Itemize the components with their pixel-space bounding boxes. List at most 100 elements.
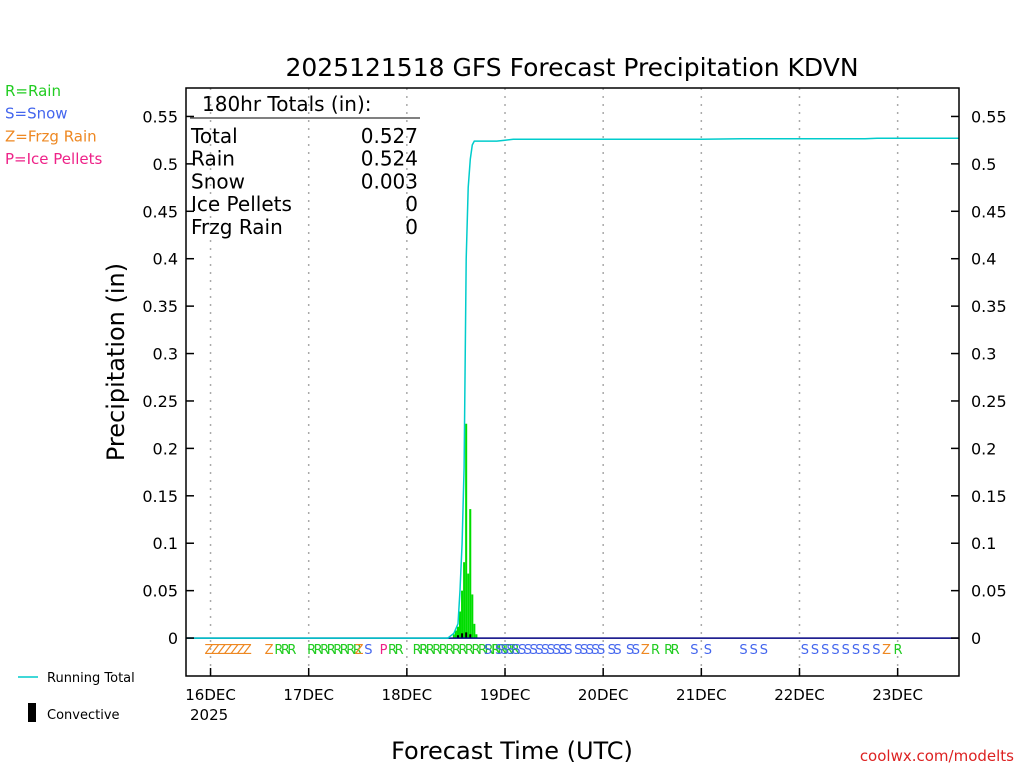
precip-bar [465,423,468,639]
totals-row-value: 0.524 [361,147,418,171]
convective-bars [456,632,472,639]
totals-row-label: Frzg Rain [191,215,283,239]
precip-type-marker: S [704,643,712,658]
precip-type-marker: S [801,643,809,658]
x-tick-label: 17DEC [283,686,334,704]
y-tick-label-right: 0.5 [971,155,996,174]
y-tick-label-right: 0.35 [971,297,1007,316]
y-tick-label-right: 0.15 [971,487,1007,506]
totals-row-label: Rain [191,147,235,171]
precip-type-marker: S [484,643,492,658]
x-tick-label: 16DEC [185,686,236,704]
x-axis-label: Forecast Time (UTC) [391,737,633,765]
precip-type-marker: S [739,643,747,658]
precip-type-legend: R=Rain S=Snow Z=Frzg Rain P=Ice Pellets [5,82,102,168]
convective-bar [461,633,464,639]
convective-bar [469,634,472,639]
precip-type-marker: RR [388,643,404,658]
type-legend-item: R=Rain [5,82,61,100]
precip-type-marker: S [690,643,698,658]
precip-bar [461,590,464,639]
y-tick-label-left: 0 [168,629,178,648]
precip-type-marker: P [380,643,388,658]
precip-bar [456,626,460,639]
credit-text: coolwx.com/modelts [860,747,1014,765]
x-tick-label: 19DEC [480,686,531,704]
convective-legend-swatch [28,703,36,722]
precip-type-marker: ZZZZZZZ [204,643,251,658]
totals-row-label: Total [190,124,238,148]
precip-type-marker: RR [664,643,680,658]
chart-title: 2025121518 GFS Forecast Precipitation KD… [285,53,858,82]
y-tick-label-left: 0.05 [142,582,178,601]
precip-bar [452,634,455,639]
type-legend-item: P=Ice Pellets [5,150,102,168]
precip-bar [469,509,472,639]
convective-bar [465,632,468,639]
totals-row-value: 0.003 [361,169,418,193]
precip-type-marker: R [492,643,501,658]
precip-type-marker: RRRRRRRR [307,643,362,658]
plot-frame [185,87,960,677]
totals-heading: 180hr Totals (in): [202,92,372,116]
y-tick-label-left: 0.45 [142,202,178,221]
x-tick-label: 20DEC [578,686,629,704]
precip-bars [452,423,478,639]
x-tick-label: 21DEC [676,686,727,704]
x-axis-year-label: 2025 [190,706,228,724]
precip-bar [463,562,466,639]
x-tick-label: 18DEC [382,686,433,704]
precip-type-marker: S [364,643,372,658]
precip-type-marker: SSS [574,643,594,658]
precip-type-marker: S [842,643,850,658]
precip-type-marker: R [894,643,903,658]
precip-bar [473,623,476,639]
x-tick-label: 23DEC [872,686,923,704]
precip-type-marker: S [872,643,880,658]
precip-type-marker: Z [265,643,274,658]
totals-rows: Total 0.527 Rain 0.524 Snow 0.003 Ice Pellets 0… [190,124,418,239]
totals-row-label: Snow [191,169,245,193]
y-tick-label-left: 0.4 [153,250,178,269]
precip-bar [467,573,470,639]
y-tick-label-left: 0.1 [153,534,178,553]
y-tick-label-right: 0.1 [971,534,996,553]
totals-row-value: 0.527 [361,124,418,148]
precip-bar [454,630,457,639]
y-tick-label-right: 0.4 [971,250,996,269]
precip-type-marker: S [831,643,839,658]
precip-type-marker: S [852,643,860,658]
y-axis-left: 0 0.05 0.1 0.15 0.2 0.25 0.3 0.35 0.4 0.45 0.5 0.55 [142,107,194,648]
x-axis: 16DEC 17DEC 18DEC 19DEC 20DEC 21DEC 22DEC 23DEC [185,668,923,704]
y-tick-label-right: 0 [971,629,981,648]
y-tick-label-left: 0.55 [142,107,178,126]
y-tick-label-left: 0.5 [153,155,178,174]
grid-lines [209,88,899,676]
y-tick-label-right: 0.25 [971,392,1007,411]
y-tick-label-left: 0.15 [142,487,178,506]
precip-type-marker: RRRRRRRRRRRRRRR [419,643,519,658]
totals-row-value: 0 [405,192,418,216]
y-tick-label-right: 0.05 [971,582,1007,601]
y-tick-label-right: 0.3 [971,345,996,364]
precip-type-marker: Z [882,643,891,658]
precip-type-marker: S [862,643,870,658]
totals-row-value: 0 [405,215,418,239]
precip-type-marker: RRR [274,643,296,658]
totals-box: 180hr Totals (in): Total 0.527 Rain 0.524 Sn… [190,92,420,239]
series-legend: Running Total Convective [18,671,135,723]
totals-row-label: Ice Pellets [191,192,292,216]
y-tick-label-left: 0.3 [153,345,178,364]
precip-type-marker: S [750,643,758,658]
precip-type-marker: SS [591,643,605,658]
running-total-series [186,137,959,639]
precip-type-marker: SS [608,643,622,658]
convective-bar [456,635,459,639]
precip-type-marker: S [811,643,819,658]
y-axis-label: Precipitation (in) [102,263,130,461]
precip-bar [475,634,478,639]
convective-legend-label: Convective [47,708,120,723]
precip-type-marker: SSSSSSSSSSSS [495,643,566,658]
